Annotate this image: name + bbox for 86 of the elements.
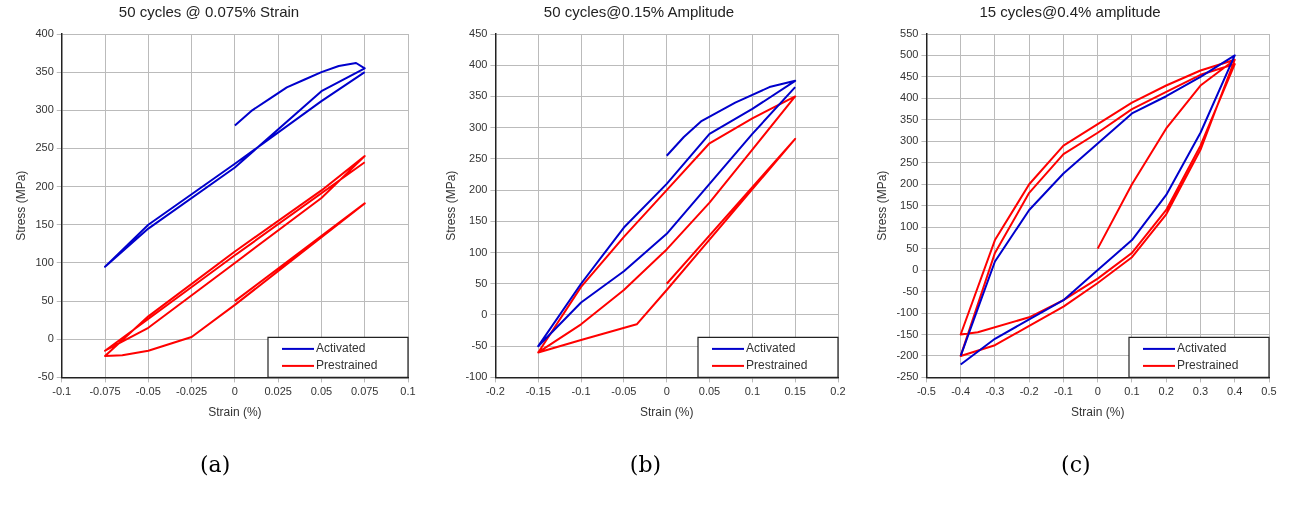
- y-tick-label: 400: [469, 58, 488, 71]
- y-tick-label: 150: [35, 217, 54, 230]
- chart-title: 50 cycles@0.15% Amplitude: [544, 3, 735, 21]
- y-tick-label: -150: [896, 327, 919, 340]
- y-tick-label: 100: [35, 255, 54, 268]
- x-tick-label: 0.05: [699, 385, 721, 398]
- x-tick-label: 0.1: [400, 385, 416, 398]
- x-tick-label: 0.15: [784, 385, 807, 398]
- y-axis-title: Stress (MPa): [874, 170, 889, 241]
- y-tick-label: 200: [35, 179, 54, 192]
- x-tick-label: 0: [664, 385, 671, 398]
- x-axis-title: Strain (%): [208, 405, 262, 420]
- legend-label: Prestrained: [746, 358, 808, 373]
- y-tick-label: -200: [896, 348, 919, 361]
- y-tick-label: 450: [899, 69, 919, 82]
- y-tick-label: 550: [899, 27, 919, 40]
- y-tick-label: 350: [35, 65, 54, 78]
- y-tick-label: 0: [47, 332, 54, 345]
- y-tick-label: 450: [469, 27, 488, 40]
- chart-title: 50 cycles @ 0.075% Strain: [118, 3, 300, 21]
- y-tick-label: 0: [481, 307, 488, 320]
- x-tick-label: 0: [231, 385, 239, 398]
- text: (a): [200, 452, 231, 477]
- y-tick-label: 300: [469, 120, 488, 133]
- x-tick-label: 0.05: [310, 385, 333, 398]
- y-tick-label: 250: [35, 141, 54, 154]
- x-tick-label: -0.1: [572, 385, 592, 398]
- y-tick-label: 250: [899, 155, 919, 168]
- x-tick-label: 0.2: [830, 385, 847, 398]
- y-tick-label: 500: [899, 48, 919, 61]
- y-tick-label: 400: [35, 27, 54, 40]
- y-tick-label: -50: [38, 370, 54, 383]
- x-tick-label: -0.15: [526, 385, 552, 398]
- x-tick-label: -0.05: [611, 385, 637, 398]
- legend-label: Activated: [746, 341, 796, 356]
- x-tick-label: -0.2: [486, 385, 506, 398]
- x-tick-label: 0.2: [1158, 385, 1174, 398]
- y-tick-label: -250: [896, 370, 919, 383]
- x-tick-label: -0.05: [135, 385, 162, 398]
- x-axis-title: Strain (%): [1070, 405, 1125, 420]
- text: (c): [1061, 452, 1091, 477]
- y-tick-label: 400: [899, 91, 919, 104]
- x-tick-label: -0.2: [1019, 385, 1039, 398]
- y-tick-label: 350: [469, 89, 488, 102]
- y-tick-label: 100: [469, 245, 488, 258]
- y-tick-label: -50: [471, 339, 488, 352]
- x-tick-label: 0.1: [745, 385, 761, 398]
- x-tick-label: 0: [1094, 385, 1101, 398]
- y-tick-label: 0: [912, 263, 919, 276]
- y-tick-label: 50: [475, 276, 488, 289]
- y-tick-label: 300: [899, 134, 919, 147]
- x-tick-label: -0.025: [176, 385, 208, 398]
- y-tick-label: 50: [905, 241, 919, 254]
- y-axis-title: Stress (MPa): [13, 170, 28, 241]
- x-tick-label: -0.3: [985, 385, 1005, 398]
- x-tick-label: 0.075: [351, 385, 379, 398]
- x-tick-label: -0.4: [951, 385, 970, 398]
- legend-label: Prestrained: [316, 358, 378, 373]
- text: (b): [629, 452, 662, 477]
- y-tick-label: -100: [465, 370, 488, 383]
- x-tick-label: -0.075: [89, 385, 121, 398]
- legend-label: Prestrained: [1176, 358, 1239, 373]
- x-tick-label: 0.4: [1226, 385, 1243, 398]
- y-tick-label: 200: [469, 183, 488, 196]
- y-tick-label: 200: [899, 177, 919, 190]
- y-tick-label: 350: [899, 112, 919, 125]
- x-tick-label: 0.1: [1124, 385, 1140, 398]
- y-tick-label: 150: [899, 198, 919, 211]
- legend-label: Activated: [316, 341, 366, 356]
- y-tick-label: 300: [35, 103, 54, 116]
- legend-label: Activated: [1176, 341, 1227, 356]
- y-tick-label: -100: [896, 306, 919, 319]
- x-tick-label: -0.5: [916, 385, 936, 398]
- y-tick-label: 250: [469, 151, 488, 164]
- y-tick-label: 150: [469, 214, 488, 227]
- y-tick-label: 50: [41, 294, 54, 307]
- y-axis-title: Stress (MPa): [444, 170, 458, 241]
- x-tick-label: -0.1: [52, 385, 72, 398]
- x-tick-label: 0.025: [264, 385, 293, 398]
- y-tick-label: 100: [899, 220, 919, 233]
- x-tick-label: 0.5: [1261, 385, 1277, 398]
- x-tick-label: -0.1: [1053, 385, 1073, 398]
- y-tick-label: -50: [902, 284, 919, 297]
- chart-title: 15 cycles@0.4% amplitude: [979, 3, 1161, 21]
- x-tick-label: 0.3: [1192, 385, 1208, 398]
- x-axis-title: Strain (%): [640, 405, 694, 420]
